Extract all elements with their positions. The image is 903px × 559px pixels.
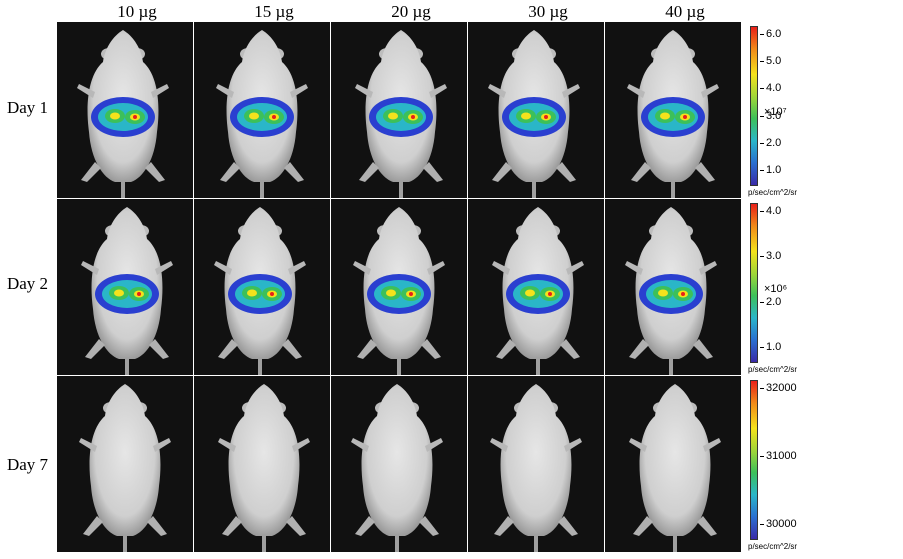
mouse-panel-r0-c0 [57,22,193,198]
mouse-panel-r2-c2 [331,376,467,552]
mouse-panel-r2-c3 [468,376,604,552]
mouse-image [492,207,584,375]
colorbar-tick: 2.0 [759,136,782,149]
column-header-1: 15 µg [254,2,294,21]
mouse-panel-r0-c1 [194,22,330,198]
mouse-image [353,207,445,375]
mouse-image [77,30,169,198]
colorbar-tick: 3.0 [759,250,782,263]
mouse-panel-r0-c4 [605,22,741,198]
colorbar-tick: 30000 [760,518,797,530]
colorbar-r2-c4 [750,380,758,540]
colorbar-multiplier: ×10⁶ [764,283,788,295]
colorbar-tick: 2.0 [759,295,782,308]
colorbar-tick: 1.0 [759,341,782,353]
colorbar-multiplier: ×10⁷ [764,106,787,118]
colorbar-tick: 4.0 [759,82,782,95]
mouse-image [627,30,719,198]
colorbar-tick: 31000 [760,450,797,462]
column-header-3: 30 µg [528,2,568,21]
mouse-image [214,207,306,375]
colorbar-tick: 32000 [760,382,797,394]
colorbar-unit: p/sec/cm^2/sr [748,542,798,551]
mouse-panel-r1-c4 [605,199,741,375]
colorbar-tick: 5.0 [759,55,782,68]
mouse-image [629,384,721,552]
column-header-4: 40 µg [665,2,705,21]
mouse-image [216,30,308,198]
mouse-image [488,30,580,198]
mouse-panel-r2-c0 [57,376,193,552]
colorbar-unit: p/sec/cm^2/sr [748,365,798,374]
colorbar-r0-c4 [750,26,758,186]
mouse-image [79,384,171,552]
mouse-image [625,207,717,375]
mouse-image [218,384,310,552]
colorbar-unit: p/sec/cm^2/sr [748,188,798,197]
mouse-image [490,384,582,552]
mouse-panel-r0-c3 [468,22,604,198]
mouse-panel-r0-c2 [331,22,467,198]
mouse-panel-r1-c0 [57,199,193,375]
colorbar-r1-c4 [750,203,758,363]
mouse-panel-r1-c1 [194,199,330,375]
colorbar-tick: 3.0 [759,109,782,122]
mouse-image [355,30,447,198]
mouse-panel-r1-c2 [331,199,467,375]
mouse-image [81,207,173,375]
mouse-panel-r1-c3 [468,199,604,375]
row-header-2: Day 7 [6,455,49,474]
row-header-0: Day 1 [6,98,49,117]
mouse-image [351,384,443,552]
colorbar-tick: 6.0 [759,28,782,40]
colorbar-tick: 1.0 [759,164,782,176]
row-header-1: Day 2 [6,274,49,293]
colorbar-tick: 4.0 [759,205,782,217]
mouse-panel-r2-c4 [605,376,741,552]
column-header-0: 10 µg [117,2,157,21]
column-header-2: 20 µg [391,2,431,21]
mouse-panel-r2-c1 [194,376,330,552]
